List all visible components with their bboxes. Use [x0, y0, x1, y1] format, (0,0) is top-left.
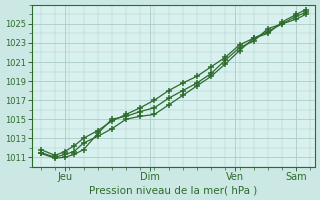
- X-axis label: Pression niveau de la mer( hPa ): Pression niveau de la mer( hPa ): [89, 185, 258, 195]
